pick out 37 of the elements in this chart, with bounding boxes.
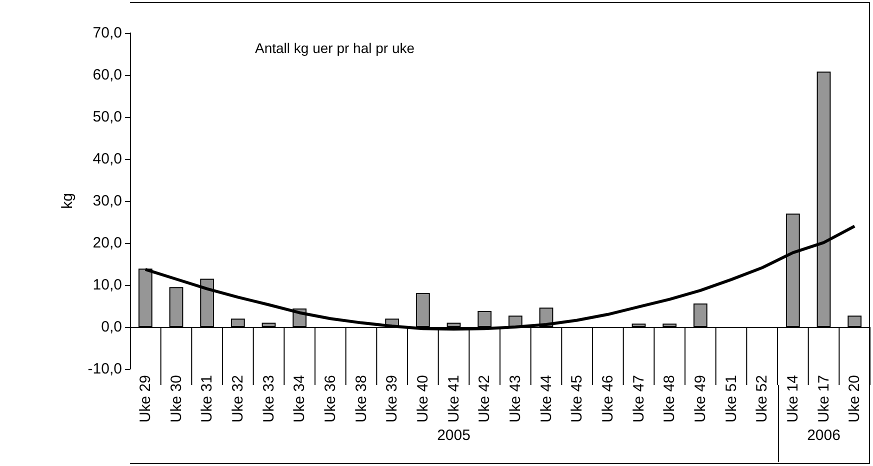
x-tick-label: Uke 34 xyxy=(291,375,308,423)
y-tick-label: 50,0 xyxy=(92,108,122,126)
x-tick-label: Uke 38 xyxy=(352,375,370,423)
x-tick-label: Uke 51 xyxy=(722,375,740,423)
y-tick-label: -10,0 xyxy=(88,360,122,378)
x-tick-label: Uke 20 xyxy=(846,375,864,423)
y-axis-title: kg xyxy=(59,193,76,209)
x-tick-label: Uke 39 xyxy=(384,375,401,423)
text: 2006 xyxy=(807,427,840,444)
x-tick-label: Uke 41 xyxy=(445,375,462,423)
x-tick-label: Uke 52 xyxy=(754,375,771,423)
text: 2005 xyxy=(437,427,470,444)
x-tick-label: Uke 14 xyxy=(784,375,802,423)
y-tick-label: 40,0 xyxy=(92,150,122,168)
x-tick-label: Uke 47 xyxy=(630,375,648,423)
x-tick-label: Uke 46 xyxy=(599,375,616,423)
x-tick-label: Uke 36 xyxy=(322,375,339,423)
x-tick-label: Uke 49 xyxy=(692,375,709,423)
y-tick-label: 70,0 xyxy=(92,24,122,42)
x-tick-label: Uke 40 xyxy=(414,375,432,423)
x-tick-label: Uke 32 xyxy=(229,375,246,423)
x-tick-label: Uke 43 xyxy=(506,375,524,423)
y-tick-label: 0,0 xyxy=(101,318,122,336)
y-tick-label: 10,0 xyxy=(92,276,122,294)
x-tick-label: Uke 33 xyxy=(260,375,278,423)
x-tick-label: Uke 29 xyxy=(136,375,154,423)
x-tick-label: Uke 17 xyxy=(815,375,832,423)
y-tick-label: 30,0 xyxy=(92,192,122,210)
y-tick-label: 60,0 xyxy=(92,66,122,84)
x-tick-label: Uke 30 xyxy=(168,375,185,423)
x-tick-label: Uke 45 xyxy=(568,375,586,423)
text: Antall kg uer pr hal pr uke xyxy=(255,40,415,56)
x-tick-label: Uke 31 xyxy=(198,375,216,423)
y-tick-label: 20,0 xyxy=(92,234,122,252)
x-tick-label: Uke 48 xyxy=(661,375,678,423)
x-tick-label: Uke 44 xyxy=(538,375,555,423)
x-tick-label: Uke 42 xyxy=(476,375,494,423)
